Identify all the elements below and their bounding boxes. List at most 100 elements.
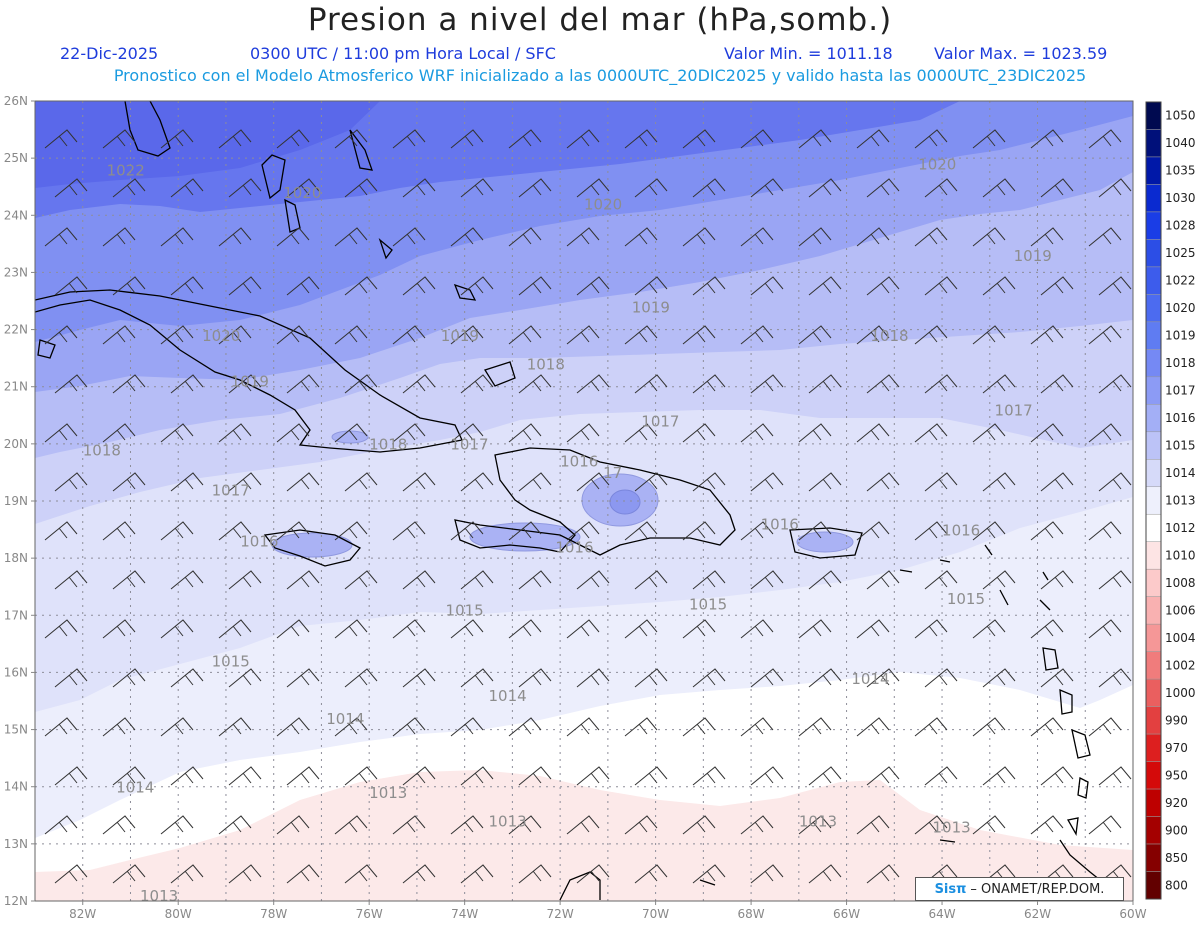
wind-barb <box>1030 815 1064 835</box>
wind-barb <box>924 570 958 590</box>
wind-barb <box>518 178 552 198</box>
wind-barb <box>392 815 426 835</box>
wind-barb <box>798 423 832 443</box>
isobar-label: 1017 <box>212 481 250 499</box>
wind-barb <box>1040 374 1074 394</box>
colorbar-label: 1019 <box>1165 329 1196 343</box>
forecast-time: 0300 UTC / 11:00 pm Hora Local / SFC <box>250 44 556 63</box>
wind-barb <box>334 227 368 247</box>
wind-barb <box>972 521 1006 541</box>
wind-barb <box>392 619 426 639</box>
isobar-label: 1017 <box>641 413 679 431</box>
lat-label: 15N <box>4 723 28 737</box>
lon-label: 64W <box>928 907 955 921</box>
colorbar-label: 1020 <box>1165 301 1196 315</box>
wind-barb <box>170 668 204 688</box>
colorbar-swatch <box>1145 843 1162 872</box>
colorbar-label: 1017 <box>1165 384 1196 398</box>
wind-barb <box>750 472 784 492</box>
wind-barb <box>856 423 890 443</box>
wind-barb <box>1030 521 1064 541</box>
wind-barb <box>576 472 610 492</box>
wind-barb <box>286 374 320 394</box>
lon-label: 62W <box>1024 907 1051 921</box>
wind-barb <box>808 668 842 688</box>
lon-label: 68W <box>738 907 765 921</box>
wind-barb <box>218 423 252 443</box>
wind-barb <box>856 815 890 835</box>
wind-barb <box>914 717 948 737</box>
wind-barb <box>682 815 716 835</box>
isobar-label: 1014 <box>489 687 527 705</box>
wind-barb <box>54 374 88 394</box>
wind-barb <box>982 374 1016 394</box>
colorbar-swatch <box>1145 871 1162 900</box>
wind-barb <box>112 472 146 492</box>
isobar-label: 1014 <box>851 670 889 688</box>
wind-barb <box>218 129 252 149</box>
wind-barb <box>276 521 310 541</box>
lon-label: 80W <box>165 907 192 921</box>
bahamas-5 <box>453 283 477 301</box>
wind-barb <box>1088 717 1122 737</box>
wind-barb <box>218 227 252 247</box>
model-subtitle: Pronostico con el Modelo Atmosferico WRF… <box>113 66 1087 85</box>
wind-barb <box>924 766 958 786</box>
wind-barb <box>972 619 1006 639</box>
colorbar-swatch <box>1145 129 1162 158</box>
lat-label: 18N <box>4 551 28 565</box>
wind-barb <box>750 276 784 296</box>
wind-barb <box>450 619 484 639</box>
wind-barb <box>682 423 716 443</box>
wind-barb <box>508 129 542 149</box>
wind-barb <box>924 374 958 394</box>
lon-label: 78W <box>260 907 287 921</box>
wind-barb <box>750 668 784 688</box>
wind-barb <box>914 325 948 345</box>
wind-barb <box>44 815 78 835</box>
wind-barb <box>1088 325 1122 345</box>
wind-barb <box>982 472 1016 492</box>
colorbar-label: 1014 <box>1165 466 1196 480</box>
wind-barb <box>1088 227 1122 247</box>
wind-barb <box>392 227 426 247</box>
colorbar-label: 1002 <box>1165 658 1196 672</box>
wind-barb <box>692 766 726 786</box>
lon-label: 76W <box>356 907 383 921</box>
wind-barb <box>334 619 368 639</box>
colorbar-label: 1018 <box>1165 356 1196 370</box>
wind-barb <box>450 717 484 737</box>
wind-barb <box>276 423 310 443</box>
wind-barb <box>228 472 262 492</box>
wind-barb <box>276 717 310 737</box>
logo-org: – ONAMET/REP.DOM. <box>970 881 1105 897</box>
wind-barb <box>112 570 146 590</box>
wind-barb <box>576 570 610 590</box>
wind-barb <box>682 717 716 737</box>
lesser-antilles-2 <box>1059 688 1073 715</box>
isobar-label: 1013 <box>799 813 837 831</box>
forecast-date: 22-Dic-2025 <box>60 44 159 63</box>
colorbar-label: 850 <box>1165 851 1188 865</box>
wind-barb <box>334 423 368 443</box>
isla-juventud <box>37 339 56 359</box>
colorbar-swatch <box>1145 211 1162 240</box>
wind-barb <box>112 766 146 786</box>
wind-barb <box>402 178 436 198</box>
wind-barb <box>808 766 842 786</box>
wind-barb <box>402 472 436 492</box>
wind-barb <box>170 472 204 492</box>
wind-barb <box>1098 374 1132 394</box>
colorbar-swatch <box>1145 651 1162 680</box>
wind-barb <box>518 668 552 688</box>
isobar-label: 1020 <box>918 156 956 174</box>
wind-barb <box>1098 472 1132 492</box>
wind-barb <box>286 668 320 688</box>
wind-barb <box>402 864 436 884</box>
wind-barb <box>392 521 426 541</box>
isobar-label: 1013 <box>932 818 970 836</box>
bahamas-1 <box>261 154 286 200</box>
wind-barb <box>972 325 1006 345</box>
wind-barb <box>798 815 832 835</box>
wind-barb <box>160 129 194 149</box>
